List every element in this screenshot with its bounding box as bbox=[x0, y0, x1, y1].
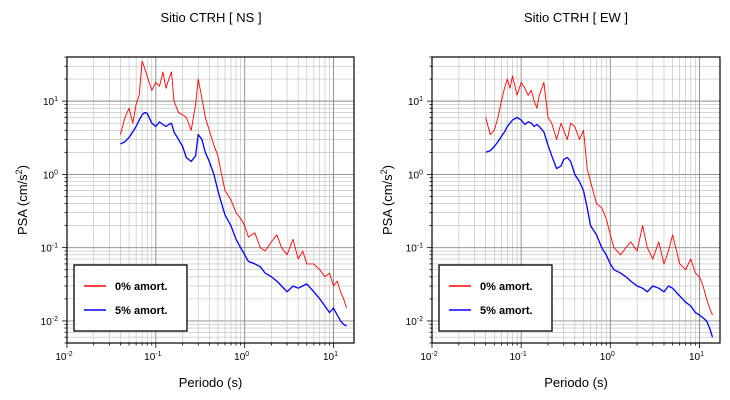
x-tick-label: 100 bbox=[600, 351, 615, 363]
y-tick-base: 10 bbox=[406, 317, 418, 328]
x-axis-label: Periodo (s) bbox=[179, 375, 243, 390]
x-tick-base: 10 bbox=[144, 352, 156, 363]
y-axis-label-tail: ) bbox=[15, 165, 30, 169]
x-tick-label: 10-2 bbox=[55, 351, 72, 363]
y-tick-label: 100 bbox=[408, 169, 423, 181]
y-tick-base: 10 bbox=[43, 97, 55, 108]
x-tick-base: 10 bbox=[689, 352, 701, 363]
y-tick-base: 10 bbox=[408, 97, 420, 108]
x-tick-base: 10 bbox=[323, 352, 335, 363]
x-tick-exp: 0 bbox=[611, 351, 615, 358]
x-tick-label: 10-1 bbox=[144, 351, 161, 363]
y-tick-exp: -1 bbox=[417, 243, 423, 250]
legend-label: 5% amort. bbox=[480, 305, 533, 317]
y-tick-exp: 1 bbox=[54, 96, 58, 103]
y-axis-label-sup: 2 bbox=[379, 169, 389, 174]
x-tick-base: 10 bbox=[600, 352, 612, 363]
chart-title: Sitio CTRH [ EW ] bbox=[524, 10, 628, 25]
y-tick-label: 101 bbox=[43, 96, 58, 108]
x-tick-exp: 1 bbox=[700, 351, 704, 358]
x-tick-exp: -2 bbox=[66, 351, 72, 358]
y-tick-exp: -2 bbox=[52, 316, 58, 323]
y-tick-base: 10 bbox=[41, 244, 53, 255]
y-tick-exp: -1 bbox=[52, 243, 58, 250]
y-tick-label: 10-2 bbox=[406, 316, 423, 328]
x-tick-base: 10 bbox=[55, 352, 67, 363]
x-axis-label: Periodo (s) bbox=[544, 375, 608, 390]
y-tick-label: 10-2 bbox=[41, 316, 58, 328]
legend-label: 0% amort. bbox=[115, 281, 168, 293]
x-tick-base: 10 bbox=[234, 352, 246, 363]
y-tick-label: 10-1 bbox=[41, 243, 58, 255]
y-tick-exp: -2 bbox=[417, 316, 423, 323]
series-line-red bbox=[485, 75, 713, 316]
series-line-blue bbox=[120, 111, 347, 327]
x-tick-exp: -1 bbox=[521, 351, 527, 358]
y-tick-base: 10 bbox=[408, 170, 420, 181]
x-tick-label: 101 bbox=[323, 351, 338, 363]
y-tick-label: 10-1 bbox=[406, 243, 423, 255]
x-tick-exp: -2 bbox=[431, 351, 437, 358]
x-tick-exp: 1 bbox=[334, 351, 338, 358]
plot-frame bbox=[66, 56, 355, 344]
x-tick-base: 10 bbox=[509, 352, 521, 363]
x-tick-base: 10 bbox=[420, 352, 432, 363]
x-tick-exp: -1 bbox=[155, 351, 161, 358]
legend: 0% amort. 5% amort. bbox=[438, 264, 553, 332]
y-axis-label: PSA (cm/s2) bbox=[379, 165, 395, 235]
x-tick-exp: 0 bbox=[245, 351, 249, 358]
x-tick-label: 101 bbox=[689, 351, 704, 363]
y-tick-exp: 1 bbox=[419, 96, 423, 103]
y-axis-label-main: PSA (cm/s bbox=[15, 174, 30, 235]
y-tick-base: 10 bbox=[43, 170, 55, 181]
y-tick-exp: 0 bbox=[54, 169, 58, 176]
series-line-blue bbox=[485, 116, 714, 338]
legend-label: 0% amort. bbox=[480, 281, 533, 293]
legend-box bbox=[438, 264, 553, 332]
x-tick-label: 100 bbox=[234, 351, 249, 363]
y-axis-label-tail: ) bbox=[380, 165, 395, 169]
y-tick-exp: 0 bbox=[419, 169, 423, 176]
series-line-red bbox=[120, 60, 347, 309]
legend-box bbox=[73, 264, 188, 332]
x-tick-label: 10-1 bbox=[509, 351, 526, 363]
y-tick-base: 10 bbox=[406, 244, 418, 255]
plot-frame bbox=[431, 56, 721, 344]
y-axis-label: PSA (cm/s2) bbox=[14, 165, 30, 235]
chart-title: Sitio CTRH [ NS ] bbox=[160, 10, 261, 25]
y-axis-label-main: PSA (cm/s bbox=[380, 174, 395, 235]
y-axis-label-sup: 2 bbox=[14, 169, 24, 174]
y-tick-label: 100 bbox=[43, 169, 58, 181]
y-tick-label: 101 bbox=[408, 96, 423, 108]
x-tick-label: 10-2 bbox=[420, 351, 437, 363]
legend-label: 5% amort. bbox=[115, 305, 168, 317]
y-tick-base: 10 bbox=[41, 317, 53, 328]
legend: 0% amort. 5% amort. bbox=[73, 264, 188, 332]
